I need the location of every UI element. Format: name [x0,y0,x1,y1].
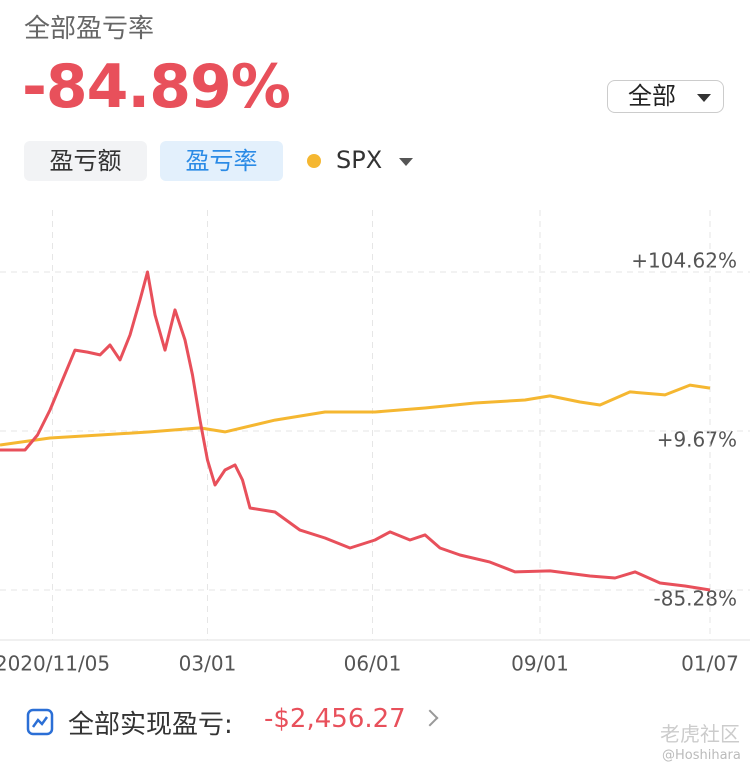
x-tick-label: 06/01 [344,652,402,676]
summary-label: 全部实现盈亏: [68,710,233,740]
headline-value: -84.89% [22,52,291,122]
tab[interactable]: 盈亏额 [24,141,147,181]
range-filter[interactable]: 全部 [607,80,724,113]
page-title: 全部盈亏率 [24,14,155,44]
series-line [0,383,711,447]
legend-label[interactable]: SPX [336,146,383,174]
y-tick-label: +9.67% [657,427,737,451]
x-tick-label: 01/07 [681,652,739,676]
summary-value[interactable]: -$2,456.27 [264,704,406,734]
summary-icon [26,708,54,736]
x-tick-label: 2020/11/05 [0,652,110,676]
caret [697,94,711,102]
watermark-brand: 老虎社区 [660,722,740,746]
series-line [0,270,711,592]
y-tick-label: -85.28% [654,586,737,610]
tab-active[interactable]: 盈亏率 [160,141,283,181]
y-tick-label: +104.62% [631,248,737,272]
x-tick-label: 09/01 [511,652,569,676]
watermark-user: @Hoshihara [662,748,741,763]
caret [399,158,413,166]
filter-label: 全部 [628,82,676,110]
x-tick-label: 03/01 [179,652,237,676]
legend-dot [307,154,321,168]
